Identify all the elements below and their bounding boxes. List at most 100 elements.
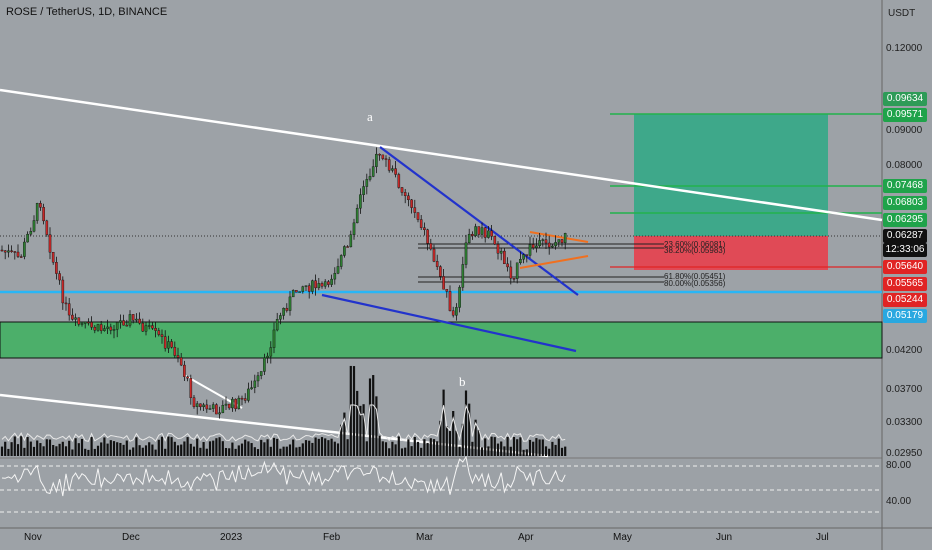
candle[interactable] [173, 346, 177, 356]
candle[interactable] [215, 404, 218, 415]
candle[interactable] [410, 199, 413, 208]
candle[interactable] [147, 325, 151, 327]
candle[interactable] [55, 262, 58, 274]
symbol-title[interactable]: ROSE / TetherUS, 1D, BINANCE [6, 6, 168, 18]
candle[interactable] [240, 397, 244, 400]
candle[interactable] [170, 341, 173, 348]
candle[interactable] [285, 307, 289, 311]
candle[interactable] [250, 387, 253, 390]
long-trend-line[interactable] [0, 88, 883, 222]
candle[interactable] [391, 168, 394, 171]
candle[interactable] [189, 378, 193, 398]
candle[interactable] [77, 317, 81, 325]
candle[interactable] [519, 258, 522, 264]
candle[interactable] [432, 248, 436, 262]
candle[interactable] [403, 192, 407, 197]
candle[interactable] [80, 323, 84, 325]
candle[interactable] [288, 296, 292, 311]
candle[interactable] [365, 179, 369, 187]
price-tag[interactable]: 0.06295 [883, 213, 927, 227]
candle[interactable] [544, 239, 548, 244]
candle[interactable] [109, 326, 113, 331]
candle[interactable] [541, 239, 545, 241]
candle[interactable] [413, 207, 417, 213]
rsi-pane[interactable] [0, 458, 882, 528]
price-tag[interactable]: 0.09634 [883, 92, 927, 106]
candle[interactable] [496, 244, 500, 254]
candle[interactable] [163, 336, 167, 349]
price-tag[interactable]: 0.09571 [883, 108, 927, 122]
candle[interactable] [42, 207, 45, 222]
candle[interactable] [179, 357, 183, 366]
candle[interactable] [234, 398, 237, 409]
candle[interactable] [448, 291, 452, 311]
candle[interactable] [471, 233, 474, 236]
candle[interactable] [83, 321, 87, 324]
candle[interactable] [0, 249, 4, 252]
candle[interactable] [480, 227, 484, 235]
candle[interactable] [67, 303, 71, 316]
candle[interactable] [157, 330, 161, 335]
volume-series[interactable] [0, 365, 567, 456]
candle[interactable] [19, 256, 23, 258]
candle[interactable] [563, 233, 567, 244]
candle[interactable] [426, 229, 429, 244]
price-tag[interactable]: 0.05244 [883, 293, 927, 307]
candle[interactable] [368, 176, 372, 180]
candle[interactable] [435, 261, 439, 267]
stop-loss-zone[interactable] [634, 236, 828, 270]
candle[interactable] [253, 380, 257, 388]
candle[interactable] [192, 397, 196, 407]
candle[interactable] [339, 255, 343, 267]
candle[interactable] [29, 231, 33, 235]
candle[interactable] [314, 280, 317, 289]
candle[interactable] [141, 322, 145, 332]
candle[interactable] [176, 355, 180, 358]
candle[interactable] [186, 376, 189, 379]
candle[interactable] [13, 251, 17, 253]
candle[interactable] [317, 283, 321, 289]
candle[interactable] [557, 239, 561, 243]
candle[interactable] [307, 285, 311, 292]
wedge-upper[interactable] [379, 146, 579, 296]
candle[interactable] [103, 328, 106, 331]
candle[interactable] [48, 234, 52, 253]
candle[interactable] [131, 314, 135, 321]
candle[interactable] [122, 320, 125, 326]
candle[interactable] [506, 263, 509, 268]
candle[interactable] [400, 187, 404, 193]
candle[interactable] [467, 233, 471, 244]
candle[interactable] [407, 195, 410, 201]
candle[interactable] [218, 412, 221, 415]
candle[interactable] [112, 329, 116, 331]
candle[interactable] [10, 250, 13, 252]
candle[interactable] [231, 398, 234, 409]
candle[interactable] [61, 279, 65, 304]
candle[interactable] [208, 408, 212, 410]
candle[interactable] [45, 220, 49, 235]
price-tag[interactable]: 0.06803 [883, 196, 927, 210]
candle[interactable] [128, 314, 132, 326]
price-tag[interactable]: 0.05565 [883, 277, 927, 291]
candle[interactable] [119, 320, 122, 323]
candle[interactable] [298, 291, 301, 293]
candle[interactable] [515, 262, 519, 279]
candle[interactable] [211, 404, 215, 409]
candle[interactable] [509, 266, 513, 279]
candle[interactable] [304, 285, 308, 287]
candle[interactable] [378, 153, 381, 156]
candle[interactable] [455, 307, 458, 316]
candle[interactable] [538, 240, 541, 247]
candle[interactable] [503, 250, 506, 265]
candle[interactable] [442, 276, 445, 290]
candle[interactable] [499, 250, 503, 254]
candle[interactable] [199, 403, 202, 408]
candle[interactable] [266, 355, 269, 358]
take-profit-zone[interactable] [634, 114, 828, 236]
candle[interactable] [551, 245, 554, 248]
candle[interactable] [87, 321, 90, 324]
candle[interactable] [243, 398, 247, 401]
candle[interactable] [419, 219, 423, 228]
candle[interactable] [397, 174, 401, 188]
